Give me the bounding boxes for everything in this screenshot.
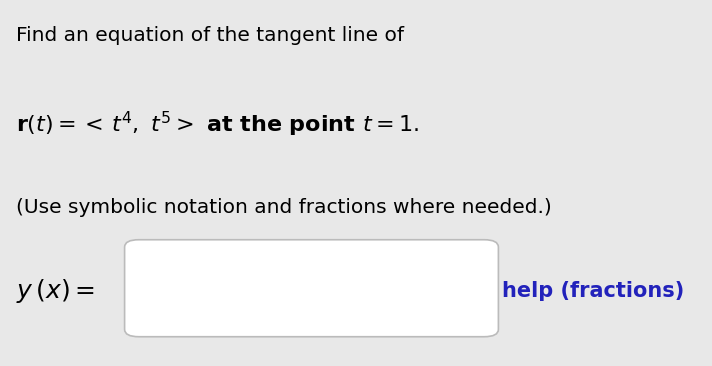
FancyBboxPatch shape bbox=[125, 240, 498, 337]
Text: $y\,(x) =$: $y\,(x) =$ bbox=[16, 277, 95, 305]
Text: $\mathbf{r}(\mathit{t}) =<\, \mathit{t}^4,\ \mathit{t}^5 >$ at the point $\mathi: $\mathbf{r}(\mathit{t}) =<\, \mathit{t}^… bbox=[16, 110, 419, 139]
Text: help (fractions): help (fractions) bbox=[502, 281, 684, 301]
Text: Find an equation of the tangent line of: Find an equation of the tangent line of bbox=[16, 26, 404, 45]
Text: (Use symbolic notation and fractions where needed.): (Use symbolic notation and fractions whe… bbox=[16, 198, 551, 217]
